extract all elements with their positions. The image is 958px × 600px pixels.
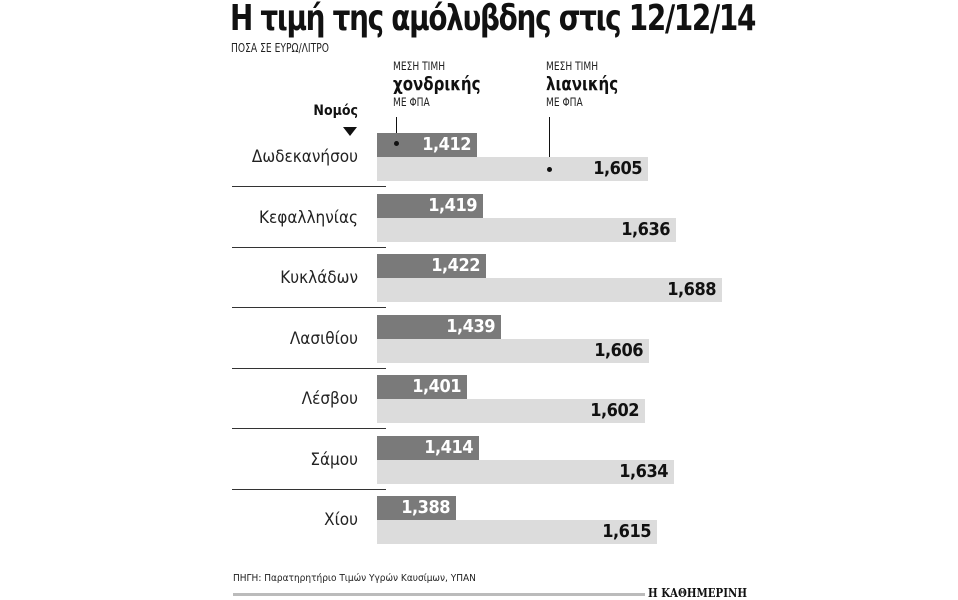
legend-retail: ΜΕΣΗ ΤΙΜΗ λιανικής ΜΕ ΦΠΑ — [546, 59, 618, 109]
bar-retail: 1,636 — [377, 217, 676, 242]
data-label: 1,606 — [594, 339, 643, 361]
data-label: 1,636 — [621, 218, 670, 240]
brand-logo: Η ΚΑΘΗΜΕΡΙΝΗ — [648, 586, 747, 600]
data-label: 1,412 — [422, 134, 471, 155]
row-separator — [232, 428, 386, 429]
legend-leader-wholesale — [396, 117, 397, 141]
category-label: Κυκλάδων — [280, 268, 358, 288]
bar-retail: 1,602 — [377, 399, 645, 423]
data-label: 1,634 — [619, 460, 668, 482]
legend-wholesale: ΜΕΣΗ ΤΙΜΗ χονδρικής ΜΕ ΦΠΑ — [393, 59, 481, 109]
category-label: Κεφαλληνίας — [258, 207, 358, 228]
data-label: 1,422 — [431, 255, 480, 276]
legend-wholesale-top: ΜΕΣΗ ΤΙΜΗ — [393, 59, 446, 73]
category-label: Δωδεκανήσου — [251, 147, 358, 167]
data-label: 1,388 — [401, 497, 450, 518]
category-label: Λέσβου — [301, 389, 358, 409]
bar-wholesale: 1,414 — [377, 435, 479, 460]
bar-wholesale: 1,401 — [377, 375, 467, 399]
bar-retail: 1,605 — [377, 157, 648, 181]
bar-retail: 1,606 — [377, 338, 649, 363]
triangle-down-icon — [343, 127, 357, 136]
legend-wholesale-main: χονδρικής — [393, 73, 481, 95]
footer-rule — [233, 593, 645, 596]
bar-wholesale: 1,422 — [377, 254, 486, 278]
data-label: 1,615 — [602, 521, 651, 542]
bar-retail: 1,634 — [377, 459, 674, 484]
row-separator — [232, 186, 386, 187]
data-label: 1,605 — [593, 158, 642, 179]
legend-retail-main: λιανικής — [546, 73, 619, 95]
bar-wholesale: 1,412 — [377, 133, 477, 157]
leader-dot — [394, 141, 399, 146]
data-label: 1,439 — [446, 315, 495, 337]
chart-title: Η τιμή της αμόλυβδης στις 12/12/14 — [230, 0, 756, 39]
bar-wholesale: 1,439 — [377, 314, 501, 339]
legend-leader-retail — [549, 117, 550, 167]
bar-wholesale: 1,419 — [377, 193, 483, 218]
source-note: ΠΗΓΗ: Παρατηρητήριο Τιμών Υγρών Καυσίμων… — [233, 573, 476, 584]
category-label: Χίου — [324, 510, 358, 530]
chart-subtitle: ΠΟΣΑ ΣΕ ΕΥΡΩ/ΛΙΤΡΟ — [231, 41, 330, 55]
data-label: 1,602 — [590, 400, 639, 421]
data-label: 1,401 — [412, 376, 461, 397]
row-separator — [232, 246, 386, 248]
data-label: 1,688 — [667, 279, 716, 300]
category-label: Σάμου — [310, 449, 358, 470]
row-separator — [232, 307, 386, 308]
category-label: Λασιθίου — [289, 328, 358, 349]
bar-retail: 1,615 — [377, 520, 657, 544]
data-label: 1,419 — [428, 194, 477, 216]
category-header: Νομός — [313, 103, 358, 119]
row-separator — [232, 367, 386, 369]
row-separator — [232, 488, 386, 490]
data-label: 1,414 — [424, 436, 473, 458]
legend-retail-top: ΜΕΣΗ ΤΙΜΗ — [546, 59, 599, 73]
legend-wholesale-bottom: ΜΕ ΦΠΑ — [393, 95, 430, 109]
leader-dot — [547, 167, 552, 172]
legend-retail-bottom: ΜΕ ΦΠΑ — [546, 95, 583, 109]
bar-retail: 1,688 — [377, 278, 722, 302]
bar-wholesale: 1,388 — [377, 496, 456, 520]
